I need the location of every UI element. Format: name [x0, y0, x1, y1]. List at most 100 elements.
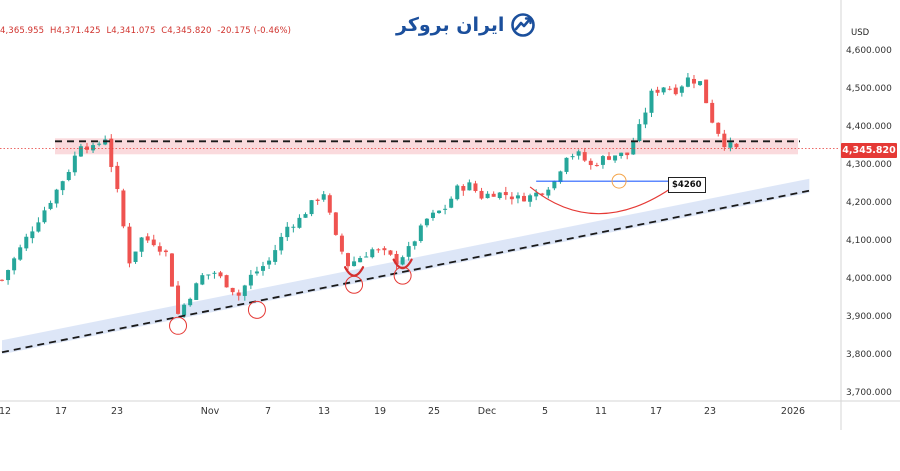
candle [309, 199, 314, 217]
candle [248, 270, 253, 290]
candle [206, 274, 211, 280]
candle [515, 192, 520, 204]
candle [285, 222, 290, 241]
candle [127, 223, 132, 268]
candle [242, 284, 247, 301]
cup-base-arc [529, 184, 677, 215]
last-price-badge: 4,345.820 [841, 143, 897, 158]
candle [394, 250, 399, 270]
candle [66, 169, 71, 182]
candle [570, 153, 575, 160]
candle [163, 249, 168, 257]
candle [218, 270, 223, 279]
candle [722, 129, 727, 151]
y-tick-label: 4,400.000 [846, 122, 892, 132]
ohlc-low: L4,341.075 [106, 26, 156, 36]
bottom-mark [392, 258, 413, 270]
candle [157, 242, 162, 256]
candle [273, 244, 278, 265]
y-tick-label: 4,200.000 [846, 198, 892, 208]
candle [145, 233, 150, 243]
low-circle [247, 300, 266, 319]
x-tick-label: 17 [649, 406, 663, 417]
candle [594, 162, 599, 167]
x-tick-label: 23 [110, 406, 124, 417]
candle [613, 155, 618, 163]
ohlc-high: H4,371.425 [49, 26, 101, 36]
candle [224, 274, 229, 288]
candle [151, 234, 156, 247]
x-tick-label: 5 [541, 406, 549, 417]
candle [473, 180, 478, 193]
bull-chart-icon [511, 13, 536, 37]
candle [582, 147, 587, 162]
candle [42, 206, 47, 224]
candle [97, 141, 102, 147]
candle [339, 233, 344, 255]
candle [12, 256, 17, 275]
candle [600, 154, 605, 169]
y-tick-label: 4,600.000 [846, 46, 892, 56]
candle [139, 237, 144, 257]
candle [376, 248, 381, 253]
candle [236, 289, 241, 301]
candle [734, 143, 739, 149]
x-tick-label: 25 [427, 406, 441, 417]
candle [364, 251, 369, 258]
y-tick-label: 4,100.000 [846, 236, 892, 246]
candle [133, 251, 138, 264]
support-trend-line[interactable] [1, 189, 810, 354]
candle [673, 84, 678, 96]
double-bottom-marks [343, 258, 413, 277]
candle [78, 143, 83, 157]
candle [679, 85, 684, 97]
candle [279, 232, 284, 255]
x-tick-label: Dec [477, 406, 497, 417]
candle [267, 257, 272, 270]
candle [728, 137, 733, 152]
candle [503, 186, 508, 200]
candle [619, 152, 624, 159]
x-tick-label: 17 [54, 406, 68, 417]
candle [449, 196, 454, 209]
breakout-circle [611, 173, 627, 189]
candle [576, 149, 581, 160]
candle [588, 158, 593, 170]
candle [109, 134, 114, 173]
candle [430, 209, 435, 221]
candle [103, 135, 108, 146]
candle [321, 191, 326, 202]
candle [625, 152, 630, 160]
x-tick-label: 19 [373, 406, 387, 417]
candle [200, 273, 205, 286]
x-tick-label: 2026 [780, 406, 806, 417]
candle [479, 187, 484, 200]
x-tick-label: 11 [594, 406, 608, 417]
candle [176, 281, 181, 315]
candle [60, 180, 65, 196]
candle [637, 119, 642, 143]
candle [716, 122, 721, 137]
candle [552, 180, 557, 191]
x-tick-label: 23 [703, 406, 717, 417]
candle [345, 252, 350, 271]
ohlc-open: 4,365.955 [0, 26, 45, 36]
candle [327, 193, 332, 215]
candle [48, 200, 53, 211]
candle [485, 191, 490, 199]
candle [6, 269, 11, 285]
candle [443, 204, 448, 215]
candle [382, 246, 387, 256]
y-tick-label: 4,300.000 [846, 160, 892, 170]
x-tick-label: 7 [264, 406, 272, 417]
candle [497, 192, 502, 200]
y-tick-label: 3,900.000 [846, 312, 892, 322]
plot-area[interactable] [0, 73, 840, 355]
candle [352, 256, 357, 267]
broker-logo: ایران بروکر [396, 9, 536, 41]
candle [84, 142, 89, 154]
candle [54, 188, 59, 208]
candle [254, 266, 259, 276]
y-tick-label: 3,700.000 [846, 388, 892, 398]
